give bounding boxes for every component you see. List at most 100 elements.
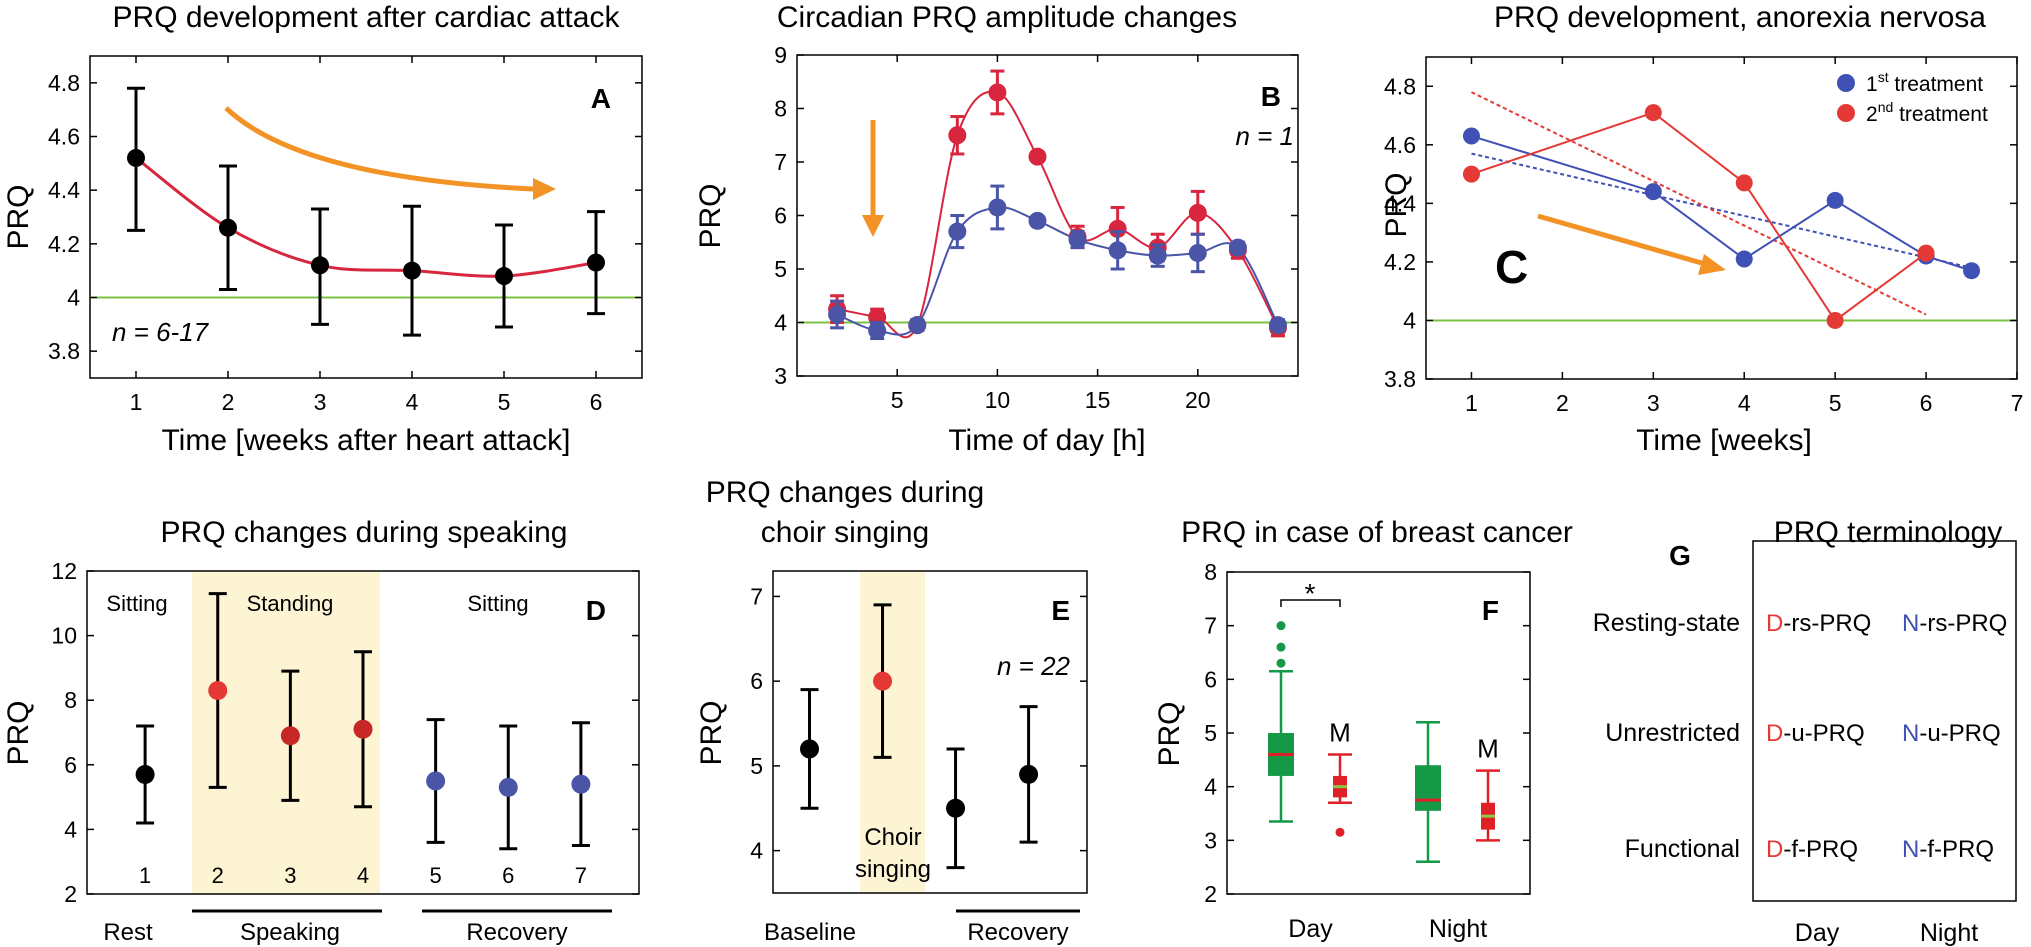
panel-b-point-red: [1108, 219, 1127, 238]
panel-c-xtick-label: 2: [1556, 390, 1569, 416]
panel-c-point-1: [1462, 127, 1480, 145]
panel-b-ytick-label: 4: [774, 310, 787, 336]
panel-d-ylabel: PRQ: [2, 700, 35, 765]
panel-b-series-line-blue: [836, 206, 1279, 336]
panel-b-point-blue: [1068, 230, 1087, 249]
panel-f-significance-star: *: [1305, 578, 1316, 609]
panel-f-outlier: [1276, 642, 1286, 652]
panel-b-xtick-label: 20: [1185, 387, 1211, 413]
panel-a-ytick-label: 4.6: [48, 124, 80, 150]
panel-b-ylabel: PRQ: [694, 183, 727, 248]
panel-b-point-blue: [908, 316, 927, 335]
panel-a-xtick-label: 6: [590, 389, 603, 415]
panel-g-row-label: Resting-state: [1593, 609, 1740, 637]
panel-f-category-label: Night: [1429, 915, 1487, 943]
panel-f-ylabel: PRQ: [1153, 701, 1186, 766]
panel-e-frame: [772, 570, 1088, 894]
panel-b-ytick-label: 5: [774, 256, 787, 282]
panel-f-letter: F: [1482, 595, 1499, 626]
panel-b-xlabel: Time of day [h]: [948, 424, 1145, 457]
panel-f-outlier: [1276, 621, 1286, 631]
panel-e-group-recovery: Recovery: [967, 919, 1068, 946]
panel-a-fit-line: [135, 156, 597, 278]
panel-c-legend-marker: [1837, 74, 1855, 92]
panel-c-legend-label: 1st treatment: [1866, 69, 1983, 96]
panel-c-point-1: [1826, 191, 1844, 209]
panel-b-point-blue: [1188, 243, 1207, 262]
panel-g-day-term: D-f-PRQ: [1766, 836, 1858, 863]
panel-c-ylabel: PRQ: [1380, 172, 1413, 237]
panel-b-point-blue: [1268, 316, 1287, 335]
panel-a-xlabel: Time [weeks after heart attack]: [161, 424, 570, 457]
panel-f-ytick-label: 7: [1204, 613, 1217, 639]
panel-a-point: [311, 256, 329, 275]
panel-a-ytick-label: 4.2: [48, 231, 80, 257]
panel-f-category-label: Day: [1288, 915, 1333, 943]
panel-a-point: [587, 253, 605, 272]
panel-f: PRQ in case of breast cancer 2 3 4 5 6 7 8 M M Da…: [1153, 516, 1573, 943]
panel-c-xlabel: Time [weeks]: [1636, 424, 1812, 457]
panel-b-xtick-label: 10: [985, 387, 1011, 413]
panel-d-frame: [86, 570, 640, 895]
panel-c-trendline: [1471, 91, 1927, 316]
panel-d-point-label: 3: [284, 863, 296, 888]
panel-b-letter: B: [1261, 81, 1281, 112]
panel-f-box-label: M: [1329, 717, 1351, 747]
panel-g-day-term: D-u-PRQ: [1766, 720, 1865, 747]
panel-d-ytick-label: 6: [64, 752, 77, 778]
panel-a-frame: [89, 55, 643, 379]
panel-f-outlier: [1276, 658, 1286, 668]
panel-d-point: [571, 774, 591, 794]
panel-d-title: PRQ changes during speaking: [161, 516, 568, 549]
panel-b-point-blue: [1228, 238, 1247, 257]
panel-c-xtick-label: 6: [1920, 390, 1933, 416]
panel-a-xtick-label: 4: [406, 389, 419, 415]
panel-b-title: Circadian PRQ amplitude changes: [777, 1, 1237, 34]
panel-e-title-line2: choir singing: [761, 516, 929, 549]
panel-g-frame: [1752, 540, 2017, 902]
panel-d-point-label: 7: [575, 863, 587, 888]
panel-b-ytick-label: 6: [774, 203, 787, 229]
panel-a-arrowhead-icon: [533, 178, 556, 200]
panel-e-title-line1: PRQ changes during: [706, 476, 985, 509]
panel-e-ylabel: PRQ: [695, 700, 728, 765]
panel-c-title: PRQ development, anorexia nervosa: [1494, 1, 1986, 34]
panel-a-ytick-label: 3.8: [48, 338, 80, 364]
panel-e-letter: E: [1051, 595, 1070, 626]
panel-f-ytick-label: 2: [1204, 881, 1217, 907]
panel-e-ytick-label: 5: [750, 753, 763, 779]
panel-f-ytick-label: 6: [1204, 666, 1217, 692]
panel-b-point-blue: [1148, 246, 1167, 265]
panel-e-choir-label-2: singing: [855, 856, 931, 883]
panel-c-xtick-label: 1: [1465, 390, 1478, 416]
panel-a-xtick-label: 5: [498, 389, 511, 415]
panel-b-annotation: n = 1: [1235, 121, 1294, 151]
panel-g-row-label: Functional: [1625, 835, 1740, 863]
panel-b-ytick-label: 7: [774, 149, 787, 175]
panel-b-arrowhead-icon: [862, 215, 884, 237]
panel-b-ytick-label: 8: [774, 96, 787, 122]
panel-c-arrowhead-icon: [1698, 254, 1726, 275]
panel-d-point: [280, 726, 300, 746]
panel-g-day-term: D-rs-PRQ: [1766, 610, 1871, 637]
panel-f-box-label: M: [1477, 734, 1499, 764]
panel-d-ytick-label: 12: [51, 558, 77, 584]
panel-g-title: PRQ terminology: [1774, 516, 2002, 549]
panel-d-point-label: 2: [212, 863, 224, 888]
panel-c-ytick-label: 4.6: [1384, 132, 1416, 158]
panel-c-frame: [1425, 56, 2018, 380]
panel-b-point-red: [1188, 203, 1207, 222]
panel-f-ytick-label: 5: [1204, 720, 1217, 746]
panel-e-choir-label-1: Choir: [864, 824, 921, 851]
panel-a-ytick-label: 4: [67, 285, 80, 311]
panel-b-point-blue: [828, 305, 847, 324]
panel-d-point-label: 4: [357, 863, 369, 888]
panel-d-ytick-label: 10: [51, 623, 77, 649]
panel-c-xtick-label: 3: [1647, 390, 1660, 416]
panel-b-point-blue: [868, 321, 887, 340]
panel-b-point-red: [1028, 147, 1047, 166]
panel-d-region-sitting-2: Sitting: [467, 591, 528, 616]
panel-f-ytick-label: 8: [1204, 559, 1217, 585]
